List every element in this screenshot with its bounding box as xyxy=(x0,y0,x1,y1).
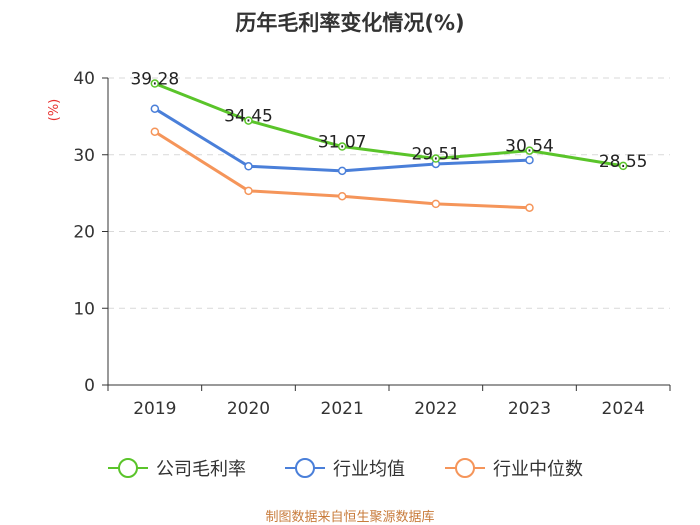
data-label: 34.45 xyxy=(224,107,273,127)
legend-marker xyxy=(455,458,475,478)
data-point xyxy=(525,146,534,155)
y-tick-label: 0 xyxy=(84,376,95,396)
data-point xyxy=(150,79,160,88)
legend-marker xyxy=(295,458,315,478)
data-label: 39.28 xyxy=(130,70,179,90)
axes: 0 10 20 30 40 2019 2020 2021 2022 2023 2024 xyxy=(73,69,671,419)
x-tick-label: 2019 xyxy=(133,399,176,419)
data-point xyxy=(244,116,253,125)
x-tick-label: 2021 xyxy=(321,399,364,419)
source-note: 制图数据来自恒生聚源数据库 xyxy=(265,509,434,525)
x-tick-label: 2022 xyxy=(414,399,457,419)
legend-label: 行业中位数 xyxy=(493,459,583,480)
data-point xyxy=(431,154,441,163)
data-point xyxy=(150,104,160,113)
data-point xyxy=(525,155,534,165)
data-point xyxy=(525,203,534,212)
data-point xyxy=(244,186,253,196)
chart-title: 历年毛利率变化情况(%) xyxy=(235,11,464,35)
x-tick-label: 2023 xyxy=(508,399,551,419)
data-label: 31.07 xyxy=(318,133,367,153)
data-point xyxy=(618,161,628,171)
series: 39.28 34.45 31.07 29.51 30.54 28.55 xyxy=(130,70,648,212)
series-line xyxy=(154,82,624,168)
x-tick-label: 2020 xyxy=(227,399,270,419)
data-point xyxy=(337,142,347,151)
y-axis-unit: (%) xyxy=(47,99,62,122)
data-label: 28.55 xyxy=(599,152,648,172)
data-point xyxy=(244,162,253,171)
data-point xyxy=(337,191,347,201)
legend-label: 行业均值 xyxy=(333,459,405,480)
y-tick-label: 40 xyxy=(73,69,95,89)
x-tick-label: 2024 xyxy=(602,399,645,419)
y-tick-label: 10 xyxy=(73,299,95,319)
data-point xyxy=(431,199,441,209)
data-label: 30.54 xyxy=(505,137,554,157)
legend-marker xyxy=(118,458,138,478)
gridlines xyxy=(108,77,670,309)
legend: 公司毛利率 行业均值 行业中位数 xyxy=(108,458,583,480)
y-tick-label: 30 xyxy=(73,146,95,166)
data-label: 29.51 xyxy=(411,145,460,165)
y-tick-label: 20 xyxy=(73,223,95,243)
data-point xyxy=(337,166,347,176)
legend-label: 公司毛利率 xyxy=(156,459,246,480)
data-point xyxy=(150,127,160,136)
